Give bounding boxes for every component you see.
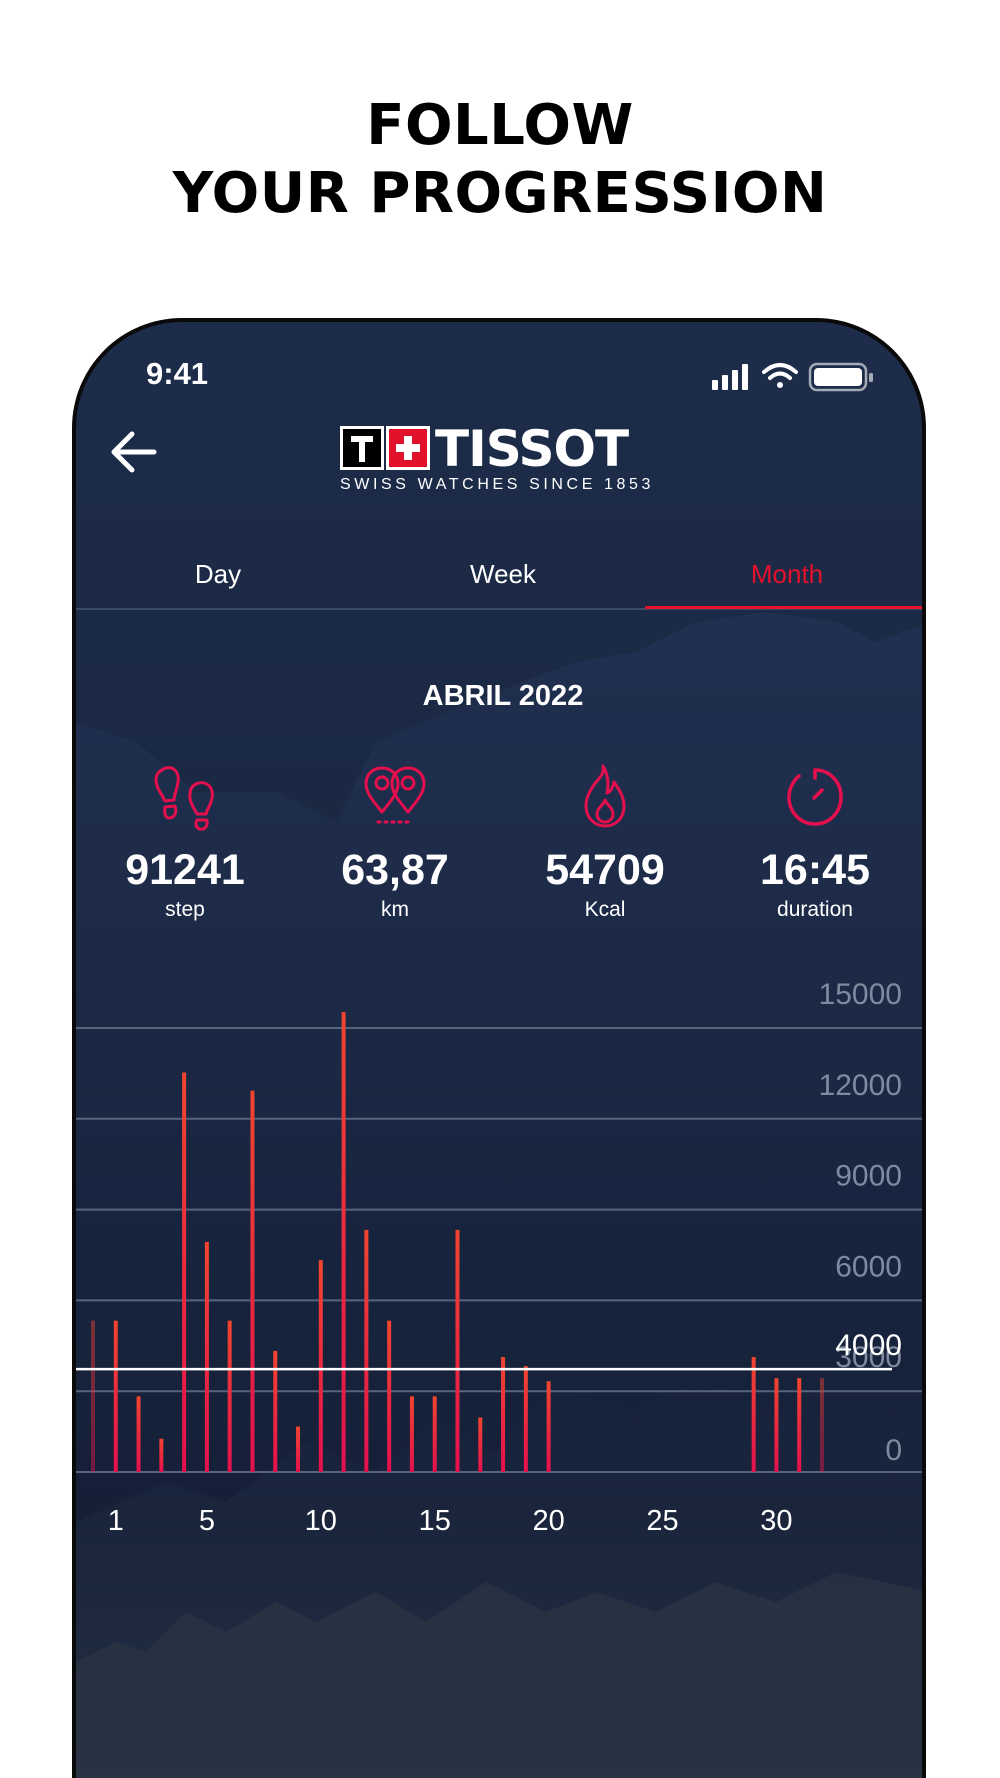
tissot-cross-icon (340, 426, 430, 470)
map-pins-icon (364, 766, 426, 824)
wifi-icon (762, 363, 798, 388)
stat-duration: 16:45 duration (710, 762, 920, 922)
y-tick-label: 9000 (835, 1160, 902, 1193)
period-tabs: Day Week Month (76, 552, 922, 610)
chart-bar (341, 1011, 346, 1472)
chart-bar (523, 1366, 528, 1472)
chart-bar (546, 1381, 551, 1472)
x-tick-label: 30 (760, 1505, 792, 1537)
x-tick-label: 15 (419, 1505, 451, 1537)
stat-value: 91241 (125, 846, 245, 894)
chart-bar (820, 1378, 824, 1472)
phone-frame: 9:41 TISSOT SWISS (72, 318, 926, 1778)
y-tick-label: 6000 (835, 1250, 902, 1283)
chart-bar (432, 1396, 437, 1472)
chart-bar (364, 1229, 369, 1472)
chart-bar (409, 1396, 414, 1472)
battery-icon (808, 362, 873, 392)
headline-line-1: FOLLOW (366, 93, 634, 158)
chart-bar (751, 1356, 756, 1472)
stat-unit: step (165, 898, 205, 921)
brand-tagline: SWISS WATCHES SINCE 1853 (340, 476, 655, 493)
brand-logo: TISSOT SWISS WATCHES SINCE 1853 (340, 420, 670, 498)
x-tick-label: 20 (532, 1505, 564, 1537)
y-tick-label: 12000 (819, 1069, 902, 1102)
headline-line-2: YOUR PROGRESSION (172, 161, 828, 226)
chart-bar (227, 1320, 232, 1472)
chart-bar (296, 1426, 301, 1472)
chart-bar (91, 1320, 95, 1472)
stat-distance: 63,87 km (290, 762, 500, 922)
chart-bar (501, 1356, 506, 1472)
chart-bar (387, 1320, 392, 1472)
chart-bar (797, 1378, 802, 1472)
signal-icon (712, 364, 748, 390)
stat-calories: 54709 Kcal (500, 762, 710, 922)
chart-bar (455, 1229, 460, 1472)
stat-value: 54709 (545, 846, 665, 894)
chart-bar (204, 1241, 209, 1472)
chart-bar (273, 1350, 278, 1472)
y-tick-label: 15000 (819, 982, 902, 1011)
x-tick-label: 10 (305, 1505, 337, 1537)
chart-bar (182, 1072, 187, 1472)
y-tick-label: 0 (885, 1434, 902, 1467)
tab-month[interactable]: Month (750, 559, 824, 589)
tab-week[interactable]: Week (470, 559, 536, 589)
stat-value: 16:45 (760, 846, 870, 894)
chart-bar (478, 1417, 483, 1472)
stat-unit: km (381, 898, 409, 921)
chart-bar (113, 1320, 118, 1472)
stat-unit: Kcal (584, 898, 626, 921)
x-tick-label: 5 (199, 1505, 215, 1537)
x-tick-label: 25 (646, 1505, 678, 1537)
period-label: ABRIL 2022 (422, 680, 584, 712)
mountain-background (76, 612, 922, 1778)
active-tab-indicator (645, 606, 922, 609)
headline: FOLLOW YOUR PROGRESSION (0, 92, 1000, 228)
x-tick-label: 1 (108, 1505, 124, 1537)
tab-day[interactable]: Day (194, 559, 242, 589)
goal-line-label: 4000 (835, 1329, 902, 1362)
stat-value: 63,87 (341, 846, 449, 894)
back-arrow-icon[interactable] (106, 422, 166, 482)
chart-bar (250, 1090, 255, 1472)
chart-bar (159, 1438, 164, 1472)
status-icons (712, 362, 873, 392)
brand-name: TISSOT (435, 420, 629, 478)
footsteps-icon (154, 766, 214, 831)
stat-steps: 91241 step (80, 762, 290, 922)
flame-icon (584, 764, 626, 828)
stat-unit: duration (777, 898, 853, 921)
chart-bar (774, 1378, 779, 1472)
status-time: 9:41 (146, 356, 209, 391)
stopwatch-icon (787, 768, 843, 826)
chart-bar (318, 1260, 323, 1472)
chart-bar (136, 1396, 141, 1472)
